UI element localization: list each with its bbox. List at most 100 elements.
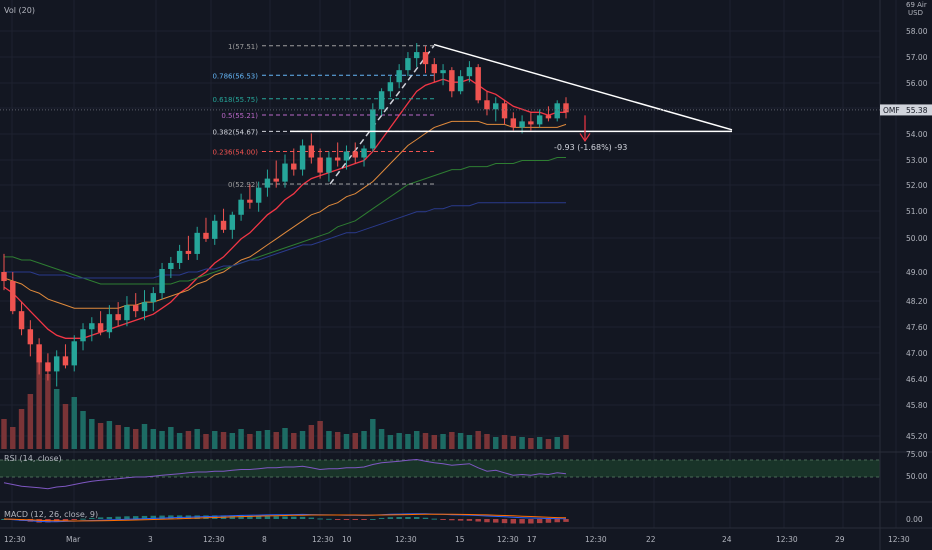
volume-bar <box>405 434 411 449</box>
candle-body[interactable] <box>1 272 7 282</box>
drawings[interactable] <box>290 43 733 143</box>
candle-body[interactable] <box>291 163 297 170</box>
candle-body[interactable] <box>168 262 174 269</box>
candle-body[interactable] <box>563 103 569 113</box>
candle-body[interactable] <box>545 115 552 119</box>
candle-body[interactable] <box>510 118 517 128</box>
candle-body[interactable] <box>422 52 429 65</box>
fibonacci-retracement[interactable]: 1(57.51) 0.786(56.53) 0.618(55.75) 0.5(55.2… <box>212 43 435 189</box>
candle-body[interactable] <box>203 232 209 239</box>
macd-label[interactable]: MACD (12, 26, close, 9) <box>4 510 98 519</box>
candle-body[interactable] <box>387 82 394 92</box>
candlesticks[interactable] <box>1 43 569 387</box>
macd-histogram-bar <box>475 519 481 522</box>
volume-bar <box>440 434 446 449</box>
macd-histogram-bar <box>255 515 262 519</box>
candle-body[interactable] <box>45 362 51 372</box>
candle-body[interactable] <box>255 187 262 203</box>
volume-bar <box>378 429 385 449</box>
candle-body[interactable] <box>212 220 218 239</box>
candle-body[interactable] <box>475 67 481 101</box>
candle-body[interactable] <box>405 58 411 71</box>
candle-body[interactable] <box>440 70 446 74</box>
candle-body[interactable] <box>493 103 499 110</box>
candle-body[interactable] <box>273 178 279 182</box>
candle-body[interactable] <box>554 103 560 119</box>
volume-bar <box>36 361 42 449</box>
volume-bar <box>220 432 227 449</box>
candle-body[interactable] <box>132 305 139 312</box>
candle-body[interactable] <box>352 151 358 158</box>
candle-body[interactable] <box>536 115 543 125</box>
candle-body[interactable] <box>501 103 508 119</box>
candle-body[interactable] <box>150 293 157 303</box>
candle-body[interactable] <box>124 305 130 321</box>
candle-body[interactable] <box>106 314 113 333</box>
volume-bar <box>291 433 297 449</box>
candle-body[interactable] <box>141 302 148 312</box>
candle-body[interactable] <box>264 178 271 188</box>
candle-body[interactable] <box>299 145 306 170</box>
candle-body[interactable] <box>528 121 534 125</box>
candle-body[interactable] <box>466 67 473 77</box>
volume-bar <box>554 437 560 449</box>
candle-body[interactable] <box>282 163 288 182</box>
candle-body[interactable] <box>449 70 455 92</box>
candle-body[interactable] <box>334 157 341 161</box>
macd-histogram-bar <box>317 518 323 520</box>
candle-body[interactable] <box>159 268 165 294</box>
candle-body[interactable] <box>185 250 192 254</box>
time-tick-label: 15 <box>455 535 465 544</box>
rsi-pane[interactable]: RSI (14, close) <box>0 454 880 490</box>
candle-body[interactable] <box>97 323 104 333</box>
candle-body[interactable] <box>308 145 315 158</box>
candle-body[interactable] <box>396 70 402 83</box>
macd-histogram-bar <box>457 519 464 521</box>
candle-body[interactable] <box>176 250 183 263</box>
volume-bar <box>422 433 429 449</box>
volume-bar <box>62 404 69 449</box>
candle-body[interactable] <box>53 356 60 372</box>
candle-body[interactable] <box>89 323 95 330</box>
candle-body[interactable] <box>115 314 121 321</box>
candle-body[interactable] <box>238 199 244 215</box>
candle-body[interactable] <box>378 91 385 110</box>
candle-body[interactable] <box>457 76 464 92</box>
candle-body[interactable] <box>18 311 25 330</box>
volume-indicator-label[interactable]: Vol (20) <box>4 6 35 15</box>
candle-body[interactable] <box>317 157 323 173</box>
candle-body[interactable] <box>62 356 69 366</box>
ema-orange-line <box>3 120 567 309</box>
fib-level-label: 1(57.51) <box>228 43 258 51</box>
candle-body[interactable] <box>80 329 86 342</box>
macd-histogram-bar <box>308 517 315 519</box>
candle-body[interactable] <box>27 329 34 345</box>
price-tick-label: 52.00 <box>906 181 928 190</box>
time-axis[interactable]: 12:30 Mar 3 12:30 8 12:30 10 12:30 15 12:30 17 12:3… <box>0 527 932 544</box>
candle-body[interactable] <box>326 157 332 173</box>
fib-level-label: 0(52.92) <box>228 181 258 189</box>
time-tick-label: 12:30 <box>585 535 607 544</box>
volume-bar <box>229 433 236 449</box>
candle-body[interactable] <box>361 148 367 158</box>
candle-body[interactable] <box>413 52 420 59</box>
rsi-label[interactable]: RSI (14, close) <box>4 454 62 463</box>
candle-body[interactable] <box>431 64 438 74</box>
volume-bar <box>264 430 271 449</box>
candle-body[interactable] <box>229 214 236 230</box>
candle-body[interactable] <box>484 100 490 110</box>
macd-histogram-bar <box>343 519 350 520</box>
candle-body[interactable] <box>10 281 16 312</box>
candle-body[interactable] <box>220 220 227 230</box>
descending-trendline[interactable] <box>433 43 733 131</box>
candle-body[interactable] <box>36 344 42 363</box>
candle-body[interactable] <box>519 121 525 128</box>
candle-body[interactable] <box>247 199 253 203</box>
macd-pane[interactable]: MACD (12, 26, close, 9) <box>1 510 569 524</box>
fib-trend-line <box>329 45 435 185</box>
candle-body[interactable] <box>71 341 77 366</box>
candle-body[interactable] <box>194 232 200 254</box>
candle-body[interactable] <box>370 109 376 149</box>
candle-body[interactable] <box>343 151 350 161</box>
